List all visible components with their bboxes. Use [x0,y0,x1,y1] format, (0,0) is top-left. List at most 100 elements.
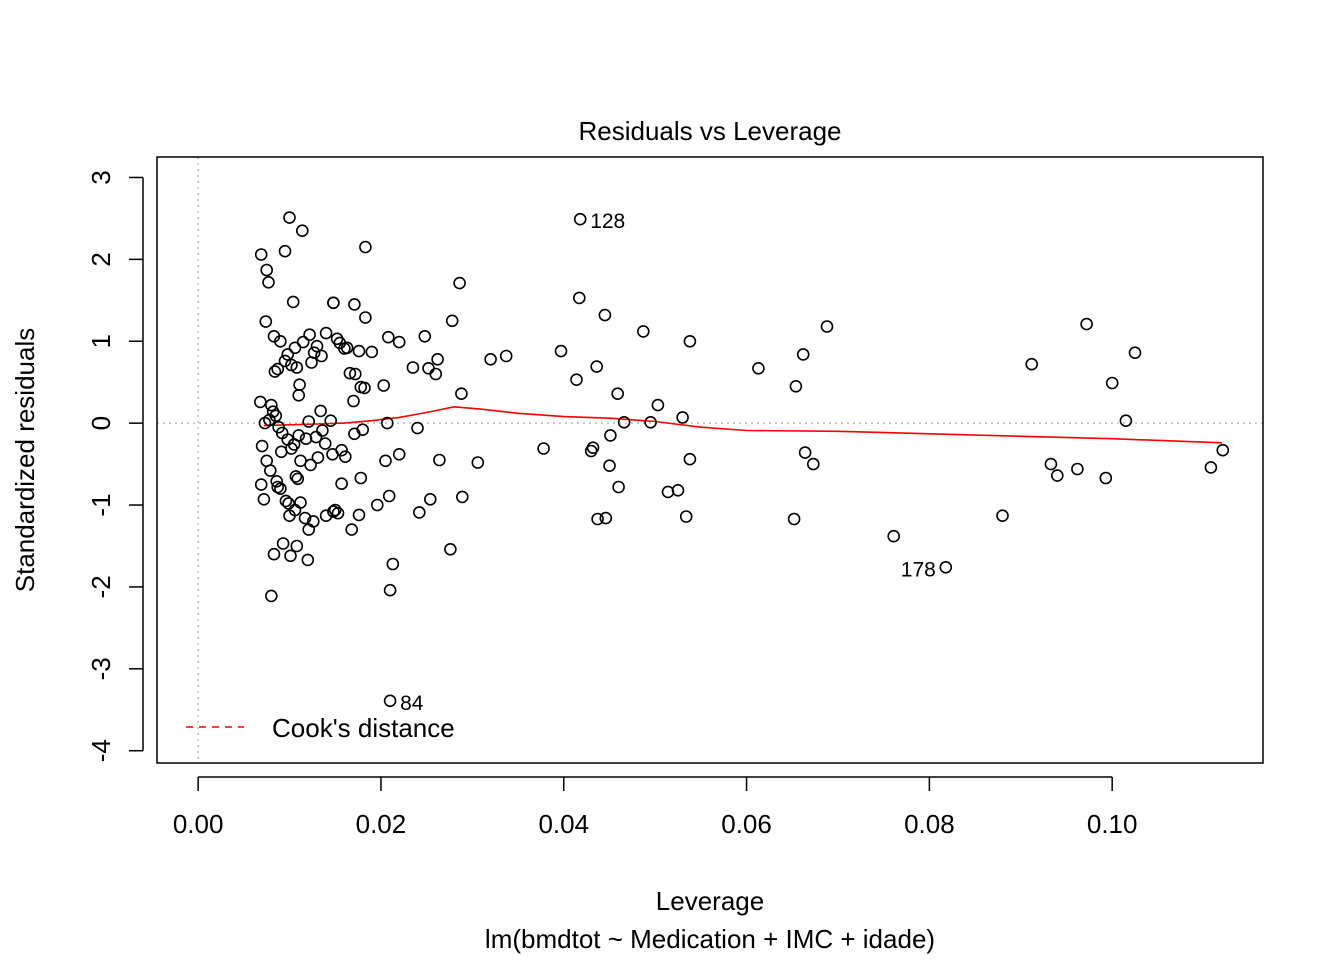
data-point [259,315,273,328]
data-point [289,470,303,483]
data-point [314,404,327,418]
data-point [423,492,437,506]
data-point [752,361,765,375]
data-point [340,341,354,355]
data-point [386,557,400,571]
data-point [676,411,689,424]
data-point [603,459,616,473]
data-point [381,330,395,344]
data-point [276,537,290,550]
data-point [278,354,292,368]
legend-cooks-distance-label: Cook's distance [272,713,455,743]
data-point [298,511,312,525]
data-point [598,308,612,322]
x-axis-label: Leverage [656,886,764,916]
data-point [345,523,359,536]
data-point [679,510,693,523]
data-point [651,398,665,412]
data-point [293,378,306,392]
data-point [315,349,328,363]
data-point [1080,317,1093,331]
data-point [484,352,497,366]
data-point [264,589,278,603]
data-point [379,454,392,468]
y-axis: -4 -3 -2 -1 0 1 2 3 [86,170,144,762]
data-point [586,441,600,455]
point-label: 178 [901,558,936,581]
data-point [1099,471,1113,485]
data-point [796,348,810,361]
data-point [257,492,271,506]
data-point [327,296,340,310]
data-point [455,490,469,504]
data-point [411,421,424,435]
data-point [338,450,352,464]
data-point [306,515,320,528]
plot-frame [156,156,1264,764]
data-point [284,549,297,563]
y-tick-label: 1 [86,334,116,348]
data-point [288,341,302,355]
data-point [286,295,300,309]
data-point [636,325,650,338]
data-point [258,416,272,430]
data-point [292,429,306,442]
data-point [263,464,277,477]
data-point [253,395,267,409]
data-point [418,329,432,343]
data-point [319,326,333,340]
y-tick-label: -4 [86,739,116,762]
reference-lines [157,157,1263,763]
data-point [671,483,685,497]
data-point [787,512,801,526]
data-point [354,471,368,485]
data-point [271,480,285,494]
data-point [887,529,901,543]
data-point [269,409,283,423]
data-point [617,415,631,429]
y-tick-label: -1 [86,493,116,516]
data-point [789,379,803,393]
data-point [294,454,307,468]
point-labels-layer: 128 178 84 [400,210,936,715]
data-point [327,505,340,518]
data-point [1044,457,1058,471]
data-point [554,344,568,358]
smooth-layer [263,405,1222,444]
data-point [318,437,332,450]
data-point [537,442,550,455]
data-point [274,482,287,496]
data-point [644,415,657,429]
x-tick-label: 0.00 [173,809,224,839]
data-point [611,387,625,401]
data-point [356,423,370,437]
data-point [612,480,625,494]
data-point [453,276,466,290]
data-point [268,365,282,378]
data-point [267,547,281,561]
data-point [262,275,275,289]
y-tick-label: 2 [86,252,116,266]
points-layer [253,211,1230,708]
data-point [820,320,834,333]
data-point [1216,443,1230,457]
data-point [352,508,366,522]
data-point [939,560,953,574]
data-point [591,512,604,526]
data-point [1128,346,1142,360]
data-point [383,583,397,597]
data-point [305,356,318,369]
data-point [573,212,587,226]
x-tick-label: 0.10 [1087,809,1138,839]
data-point [255,439,269,453]
data-point [431,352,444,366]
data-point [358,381,371,395]
data-point [380,416,394,430]
data-point [274,334,287,348]
data-point [406,361,420,374]
data-point [254,248,268,261]
data-point [1071,462,1084,476]
data-point [455,387,468,401]
y-axis-label: Standardized residuals [10,328,40,593]
data-point [270,474,284,488]
